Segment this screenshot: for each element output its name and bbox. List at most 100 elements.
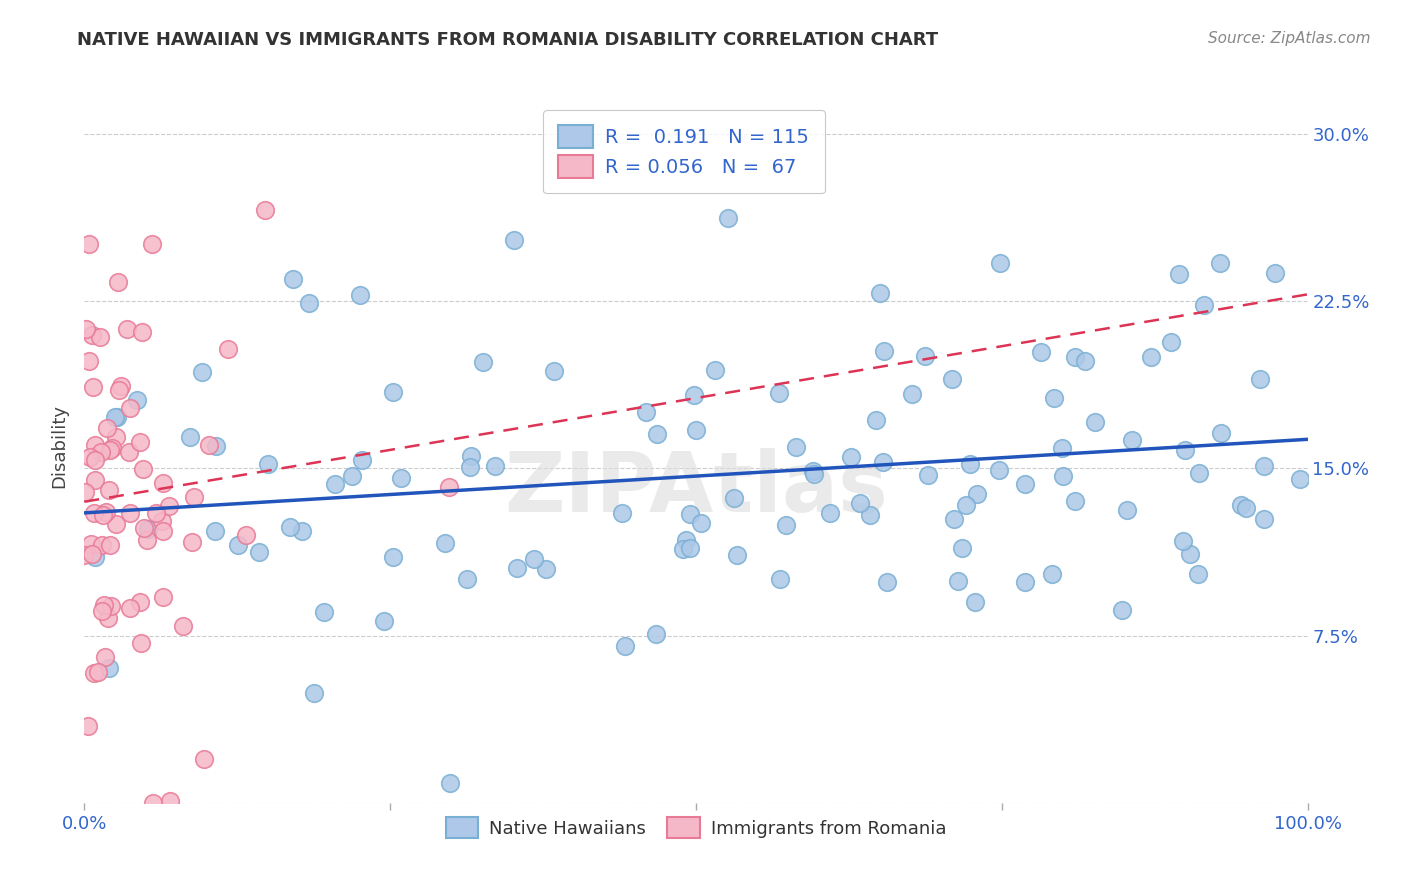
Point <box>1188 467 1211 481</box>
Point <box>679 541 702 555</box>
Point <box>98 661 121 675</box>
Point <box>98 483 121 498</box>
Point <box>120 401 142 415</box>
Point <box>869 286 891 301</box>
Point <box>100 443 122 458</box>
Point <box>1084 415 1107 429</box>
Point <box>283 272 305 286</box>
Point <box>83 506 105 520</box>
Point <box>1064 350 1087 364</box>
Point <box>141 236 163 251</box>
Point <box>872 455 894 469</box>
Point <box>645 627 668 641</box>
Point <box>484 459 506 474</box>
Point <box>83 438 105 452</box>
Point <box>152 514 174 528</box>
Point <box>152 524 174 538</box>
Point <box>94 649 117 664</box>
Point <box>100 599 122 613</box>
Point <box>105 410 128 425</box>
Point <box>190 365 212 379</box>
Point <box>120 601 142 615</box>
Point <box>1253 458 1275 473</box>
Point <box>115 322 138 336</box>
Point <box>101 441 124 455</box>
Point <box>204 524 226 538</box>
Point <box>90 604 112 618</box>
Legend: Native Hawaiians, Immigrants from Romania: Native Hawaiians, Immigrants from Romani… <box>439 810 953 845</box>
Point <box>768 386 790 401</box>
Point <box>80 547 103 561</box>
Point <box>1178 548 1201 562</box>
Point <box>543 364 565 378</box>
Point <box>152 475 174 490</box>
Point <box>382 385 405 400</box>
Point <box>132 521 155 535</box>
Point <box>97 610 120 624</box>
Point <box>217 342 239 356</box>
Point <box>914 349 936 363</box>
Point <box>389 471 412 485</box>
Point <box>340 468 363 483</box>
Point <box>183 491 205 505</box>
Point <box>302 686 325 700</box>
Point <box>785 440 807 454</box>
Point <box>118 444 141 458</box>
Point <box>1211 426 1233 441</box>
Point <box>506 561 529 575</box>
Point <box>93 598 115 612</box>
Point <box>943 512 966 526</box>
Point <box>1249 372 1271 386</box>
Point <box>382 549 405 564</box>
Point <box>941 372 963 386</box>
Point <box>988 463 1011 477</box>
Point <box>1187 566 1209 581</box>
Point <box>1029 345 1052 359</box>
Point <box>769 572 792 586</box>
Point <box>181 535 204 549</box>
Point <box>145 506 167 520</box>
Point <box>471 354 494 368</box>
Point <box>84 452 107 467</box>
Point <box>79 450 101 464</box>
Point <box>704 362 727 376</box>
Point <box>235 528 257 542</box>
Point <box>90 538 112 552</box>
Point <box>104 517 127 532</box>
Point <box>990 256 1012 270</box>
Point <box>610 506 633 520</box>
Point <box>349 288 371 302</box>
Point <box>129 636 152 650</box>
Point <box>839 450 862 464</box>
Point <box>1174 443 1197 458</box>
Point <box>91 508 114 523</box>
Point <box>437 480 460 494</box>
Point <box>1171 533 1194 548</box>
Point <box>204 439 226 453</box>
Point <box>172 619 194 633</box>
Point <box>636 405 658 419</box>
Point <box>614 639 637 653</box>
Point <box>159 794 181 808</box>
Point <box>818 506 841 520</box>
Point <box>373 614 395 628</box>
Point <box>87 665 110 680</box>
Point <box>1234 500 1257 515</box>
Point <box>959 457 981 471</box>
Point <box>80 536 103 550</box>
Point <box>717 211 740 225</box>
Point <box>108 383 131 397</box>
Point <box>955 498 977 512</box>
Point <box>946 574 969 589</box>
Point <box>1160 335 1182 350</box>
Point <box>675 533 697 547</box>
Point <box>136 522 159 536</box>
Point <box>107 275 129 289</box>
Point <box>75 321 97 335</box>
Point <box>1192 297 1215 311</box>
Point <box>193 752 215 766</box>
Point <box>254 202 277 217</box>
Point <box>198 438 221 452</box>
Point <box>77 719 100 733</box>
Point <box>1052 468 1074 483</box>
